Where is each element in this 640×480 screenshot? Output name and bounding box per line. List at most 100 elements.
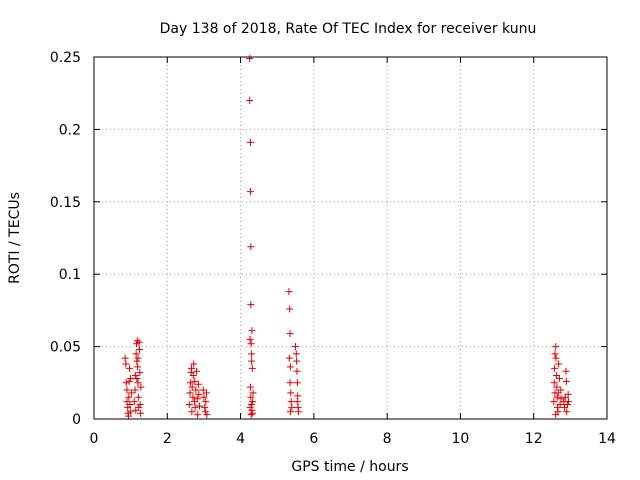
data-point: [247, 301, 255, 309]
data-point: [247, 243, 255, 251]
data-point: [133, 337, 141, 345]
data-point: [248, 409, 256, 417]
data-point: [563, 408, 571, 416]
data-point: [292, 343, 300, 351]
data-point: [187, 364, 195, 372]
data-point: [189, 372, 197, 380]
data-point: [293, 379, 301, 387]
data-point: [288, 403, 296, 411]
data-point: [193, 367, 201, 375]
y-tick-label: 0.15: [50, 195, 81, 211]
data-point: [133, 374, 141, 382]
grid-lines: [94, 57, 607, 419]
data-point: [552, 411, 560, 419]
data-point: [124, 412, 132, 420]
data-point: [199, 386, 207, 394]
y-tick-label: 0.25: [50, 50, 81, 66]
data-point: [564, 390, 572, 398]
chart-title: Day 138 of 2018, Rate Of TEC Index for r…: [160, 21, 537, 37]
data-point: [134, 379, 142, 387]
data-point: [121, 354, 129, 362]
data-point: [127, 389, 135, 397]
data-point: [135, 338, 143, 346]
data-point: [126, 364, 134, 372]
x-tick-label: 4: [236, 431, 245, 447]
data-point: [132, 406, 140, 414]
data-point: [552, 343, 560, 351]
data-point: [135, 403, 143, 411]
data-point: [137, 383, 145, 391]
x-tick-labels: 0 2 4 6 8 10 12 14: [90, 431, 616, 447]
data-point: [557, 386, 565, 394]
data-point: [286, 330, 294, 338]
y-tick-label: 0: [72, 412, 81, 428]
data-point: [246, 403, 254, 411]
data-point: [192, 386, 200, 394]
data-point: [137, 409, 145, 417]
data-point: [131, 372, 139, 380]
data-point: [194, 411, 202, 419]
data-point: [135, 345, 143, 353]
data-point: [246, 383, 254, 391]
data-point: [552, 372, 560, 380]
data-point: [191, 403, 199, 411]
data-point: [127, 408, 135, 416]
data-point: [555, 360, 563, 368]
data-point: [248, 364, 256, 372]
data-point: [189, 393, 197, 401]
data-point: [196, 402, 204, 410]
data-point: [286, 363, 294, 371]
data-point: [248, 350, 256, 358]
data-point: [136, 369, 144, 377]
x-tick-label: 12: [525, 431, 543, 447]
data-point: [188, 383, 196, 391]
data-point: [287, 398, 295, 406]
data-point: [123, 398, 131, 406]
y-tick-labels: 0 0.05 0.1 0.15 0.2 0.25: [50, 50, 81, 428]
data-point: [246, 96, 254, 104]
data-point: [286, 379, 294, 387]
data-point: [134, 393, 142, 401]
axis-ticks: [93, 56, 608, 420]
data-point: [193, 395, 201, 403]
data-point: [565, 398, 573, 406]
plot-frame: [93, 56, 608, 420]
data-point: [201, 403, 209, 411]
data-point: [127, 374, 135, 382]
data-point: [134, 354, 142, 362]
data-point: [292, 350, 300, 358]
data-point: [131, 386, 139, 394]
data-point: [195, 390, 203, 398]
data-point: [551, 364, 559, 372]
data-point: [201, 408, 209, 416]
data-point: [246, 188, 254, 196]
data-point: [132, 350, 140, 358]
data-point: [249, 389, 257, 397]
data-point: [553, 383, 561, 391]
x-tick-label: 8: [383, 431, 392, 447]
data-point: [134, 363, 142, 371]
data-point: [550, 398, 558, 406]
data-point: [191, 377, 199, 385]
data-point: [552, 354, 560, 362]
data-point: [186, 389, 194, 397]
data-point: [556, 401, 564, 409]
data-point: [190, 398, 198, 406]
data-point: [202, 389, 210, 397]
data-point: [125, 377, 133, 385]
data-point: [561, 393, 569, 401]
data-point: [551, 350, 559, 358]
data-point: [247, 340, 255, 348]
x-tick-label: 10: [452, 431, 470, 447]
y-tick-label: 0.05: [50, 340, 81, 356]
data-point: [555, 374, 563, 382]
data-point: [246, 138, 254, 146]
data-point: [294, 408, 302, 416]
data-point: [194, 380, 202, 388]
data-point: [560, 403, 568, 411]
y-axis-title: ROTI / TECUs: [7, 192, 23, 284]
data-point: [203, 411, 211, 419]
data-point: [126, 401, 134, 409]
data-point: [130, 398, 138, 406]
